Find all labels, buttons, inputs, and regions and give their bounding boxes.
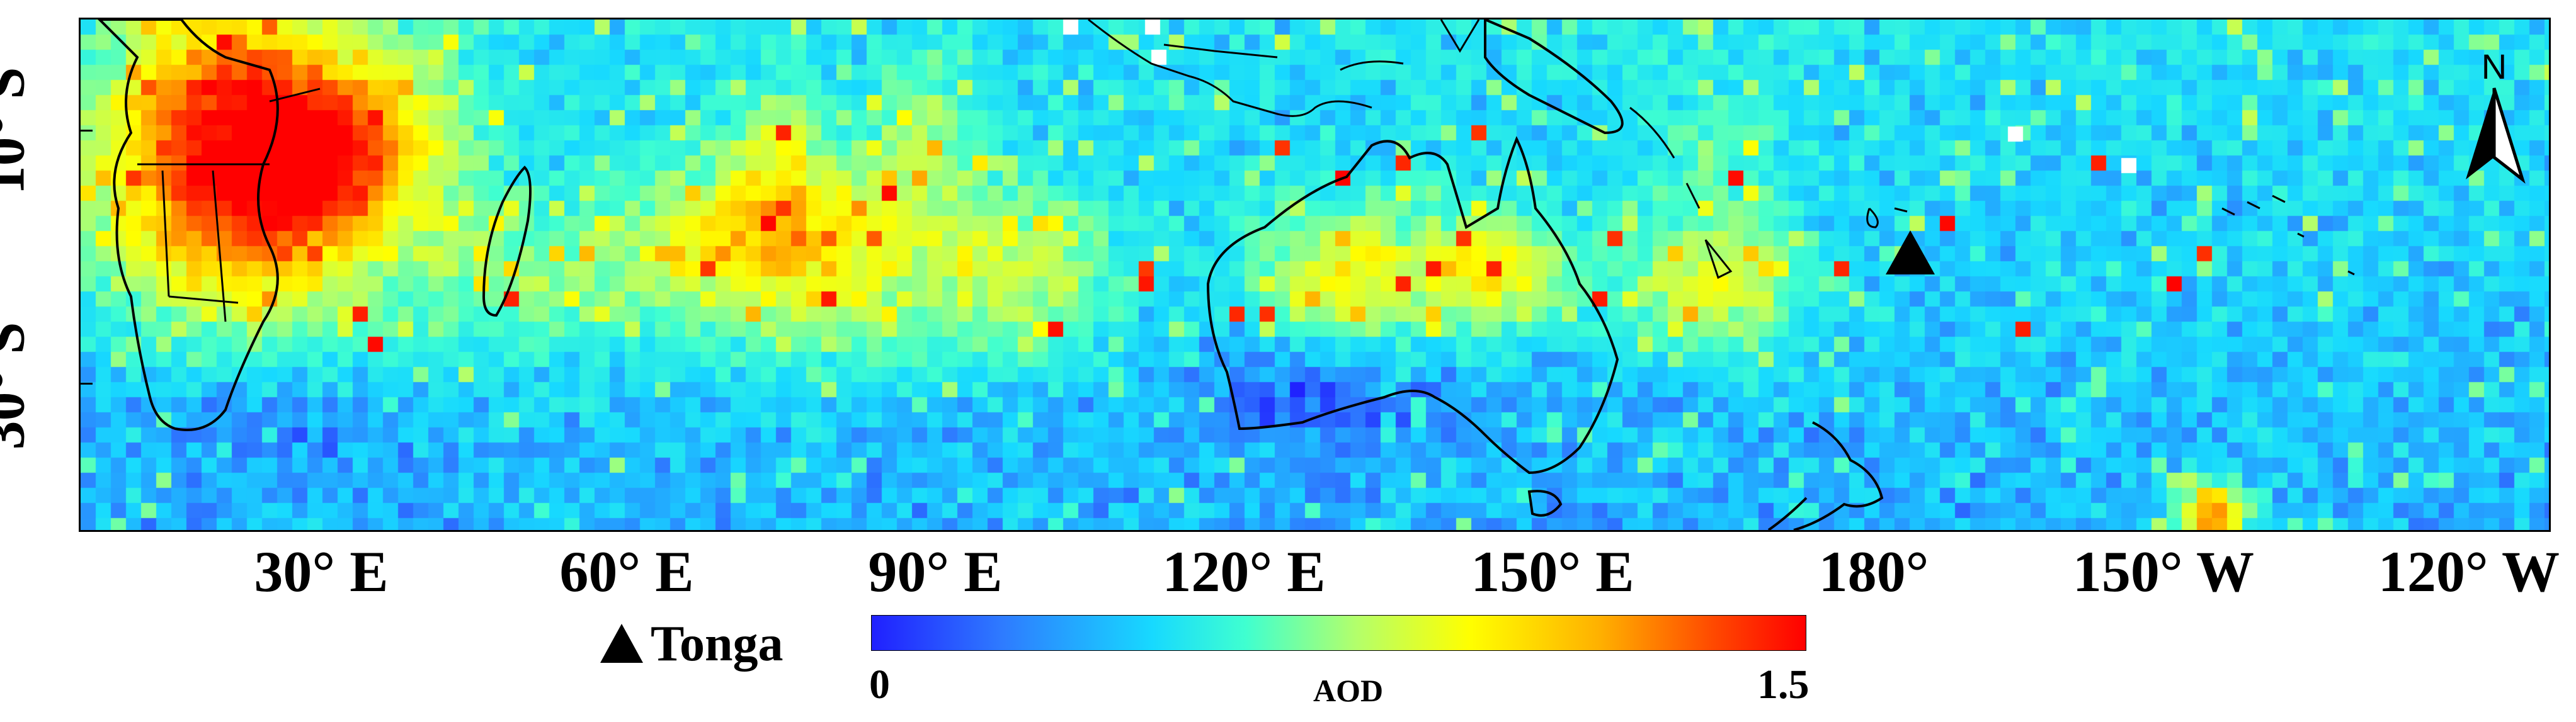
colorbar-title: AOD <box>1313 673 1384 708</box>
x-label-150w: 150° W <box>2072 539 2255 604</box>
x-label-180: 180° <box>1818 539 1929 604</box>
svg-text:N: N <box>2482 47 2507 86</box>
aod-heatmap <box>81 20 2549 530</box>
africa-outline <box>98 20 279 431</box>
x-label-150e: 150° E <box>1471 539 1634 604</box>
coastline-overlay <box>98 20 2355 530</box>
x-label-60e: 60° E <box>559 539 694 604</box>
colorbar-min-label: 0 <box>869 662 890 708</box>
colorbar-max-label: 1.5 <box>1757 662 1809 708</box>
new-zealand-outline <box>1767 421 1884 530</box>
madagascar-outline <box>482 166 532 317</box>
triangle-marker-icon <box>600 624 643 663</box>
y-tick-30s <box>79 383 93 385</box>
x-label-120w: 120° W <box>2378 539 2560 604</box>
y-tick-10s <box>79 130 93 132</box>
australia-outline <box>1206 136 1619 475</box>
legend-tonga-label: Tonga <box>651 616 784 672</box>
x-label-30e: 30° E <box>254 539 389 604</box>
new-guinea-outline <box>1484 20 1624 135</box>
legend-tonga: Tonga <box>600 616 784 673</box>
tasmania-outline <box>1527 490 1563 517</box>
x-label-120e: 120° E <box>1162 539 1326 604</box>
y-label-30s: 30° S <box>0 322 37 450</box>
aod-map <box>79 18 2551 532</box>
y-label-10s: 10° S <box>0 67 37 195</box>
aod-colorbar <box>871 615 1806 651</box>
north-arrow-icon: N <box>2466 47 2526 184</box>
tonga-triangle-marker-icon <box>1886 230 1935 274</box>
x-label-90e: 90° E <box>868 539 1003 604</box>
